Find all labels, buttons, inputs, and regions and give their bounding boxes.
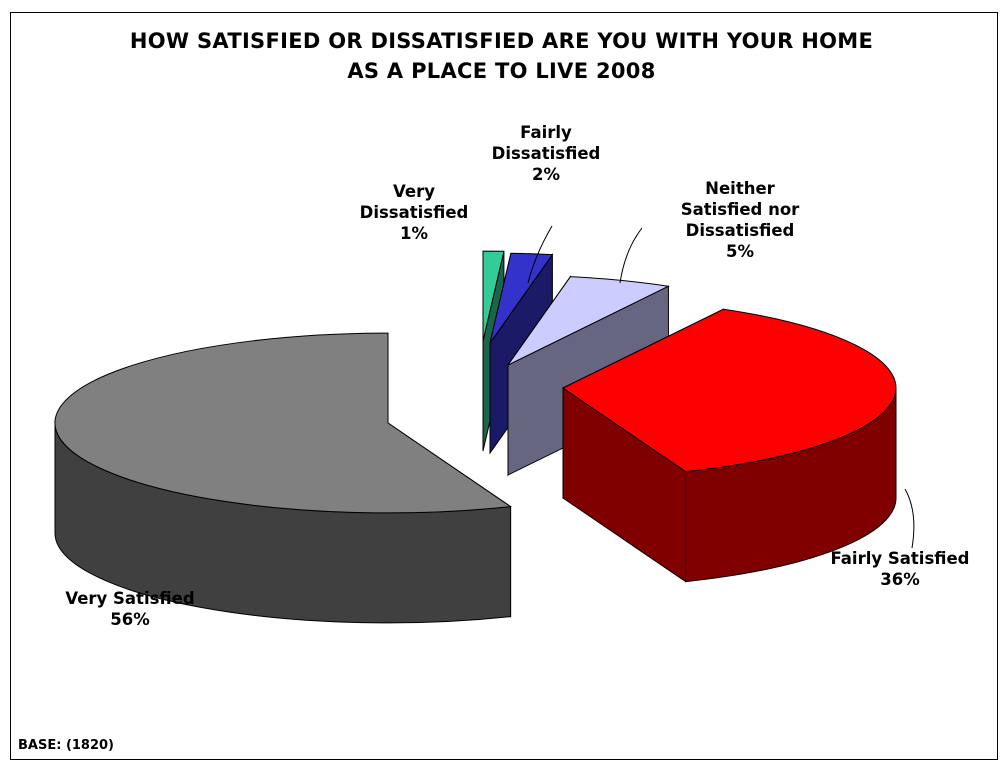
slice-label: Neither Satisfied nor Dissatisfied 5%: [681, 178, 800, 262]
slice-label-text: Neither: [705, 179, 775, 198]
slice-label-text: Fairly Satisfied: [830, 549, 970, 568]
slice-label-text: Fairly: [520, 123, 572, 142]
pie-slice-fairly-dissatisfied: [489, 252, 554, 344]
slice-label-text: Dissatisfied: [685, 221, 795, 240]
chart-title: HOW SATISFIED OR DISSATISFIED ARE YOU WI…: [0, 26, 1003, 86]
slice-value-label: 2%: [531, 165, 561, 184]
base-note: BASE: (1820): [18, 738, 115, 753]
leader-line: [904, 488, 915, 549]
slice-label-text: Satisfied nor: [680, 200, 800, 219]
slice-label: Very Dissatisfied 1%: [360, 181, 469, 244]
leader-line: [619, 227, 643, 284]
leader-line: [527, 225, 553, 284]
slice-label: Fairly Dissatisfied 2%: [492, 122, 601, 185]
pie-slice-very-dissatisfied: [482, 250, 505, 342]
slice-label-text: Very Satisfied: [65, 589, 195, 608]
chart-frame: [10, 12, 998, 760]
slice-label: Fairly Satisfied 36%: [830, 548, 969, 590]
slice-value-label: 36%: [880, 570, 920, 589]
slice-value-label: 1%: [399, 224, 429, 243]
chart-title-line-2: AS A PLACE TO LIVE 2008: [347, 59, 656, 83]
slice-label: Very Satisfied 56%: [65, 588, 194, 630]
slice-label-text: Dissatisfied: [491, 144, 601, 163]
pie-slice-fairly-satisfied: [562, 308, 897, 473]
slice-label-text: Dissatisfied: [359, 203, 469, 222]
slice-value-label: 5%: [725, 242, 755, 261]
slice-label-text: Very: [393, 182, 435, 201]
chart-title-line-1: HOW SATISFIED OR DISSATISFIED ARE YOU WI…: [129, 29, 874, 53]
pie-slice-very-satisfied: [54, 332, 512, 514]
slice-value-label: 56%: [110, 610, 150, 629]
